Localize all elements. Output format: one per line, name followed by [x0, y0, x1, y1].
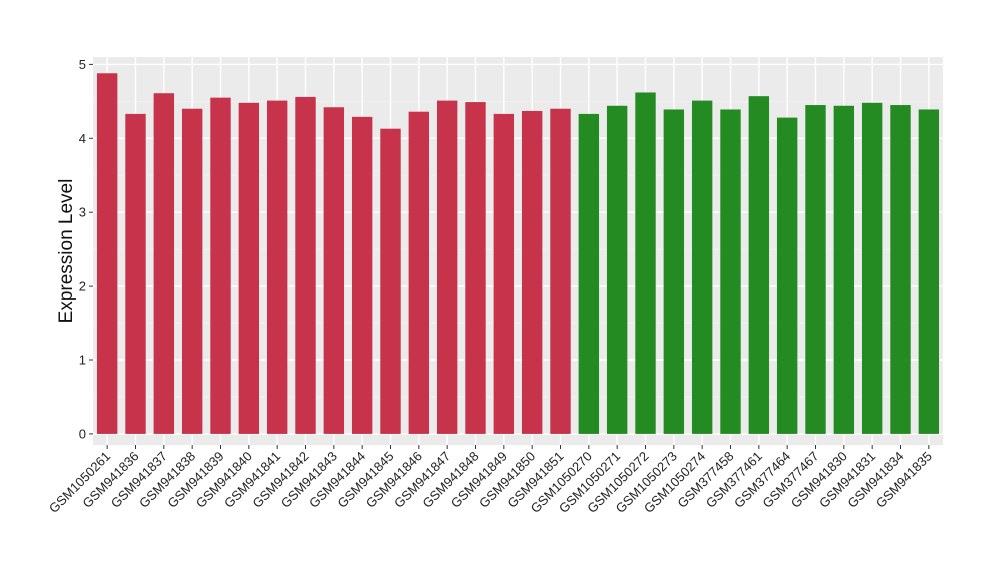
- bar: [351, 116, 373, 434]
- bar: [606, 105, 628, 434]
- bar: [748, 96, 770, 434]
- bar: [181, 108, 203, 434]
- bar: [125, 113, 146, 434]
- bar: [493, 113, 515, 434]
- bar: [918, 109, 940, 434]
- bar: [465, 102, 486, 434]
- bar: [861, 102, 883, 434]
- bar: [635, 92, 656, 434]
- bar: [550, 108, 571, 434]
- bar: [295, 96, 316, 434]
- y-tick-label: 3: [79, 205, 86, 220]
- y-axis: 0 1 2 3 4 5: [79, 57, 93, 441]
- y-axis-title: Expression Level: [56, 179, 77, 324]
- bar: [890, 105, 911, 434]
- bar: [380, 128, 401, 434]
- bar: [408, 111, 430, 434]
- y-tick-label: 4: [79, 131, 86, 146]
- bar: [96, 73, 118, 434]
- x-axis: GSM1050261GSM941836GSM941837GSM941838GSM…: [46, 445, 935, 516]
- bar: [578, 113, 600, 434]
- bar: [323, 107, 345, 434]
- bar: [776, 117, 798, 434]
- y-tick-label: 5: [79, 57, 86, 72]
- bar: [153, 93, 175, 434]
- bars: [96, 73, 940, 434]
- bar: [238, 102, 260, 434]
- bar: [210, 97, 231, 434]
- bar: [663, 109, 685, 434]
- bar: [720, 109, 741, 434]
- bar: [521, 110, 543, 434]
- bar: [691, 100, 713, 434]
- bar: [833, 105, 855, 434]
- bar: [805, 105, 826, 434]
- plot-panel: [93, 57, 943, 445]
- y-tick-label: 1: [79, 353, 86, 368]
- bar: [436, 100, 458, 434]
- y-tick-label: 0: [79, 426, 86, 441]
- y-tick-label: 2: [79, 279, 86, 294]
- bar: [266, 100, 288, 434]
